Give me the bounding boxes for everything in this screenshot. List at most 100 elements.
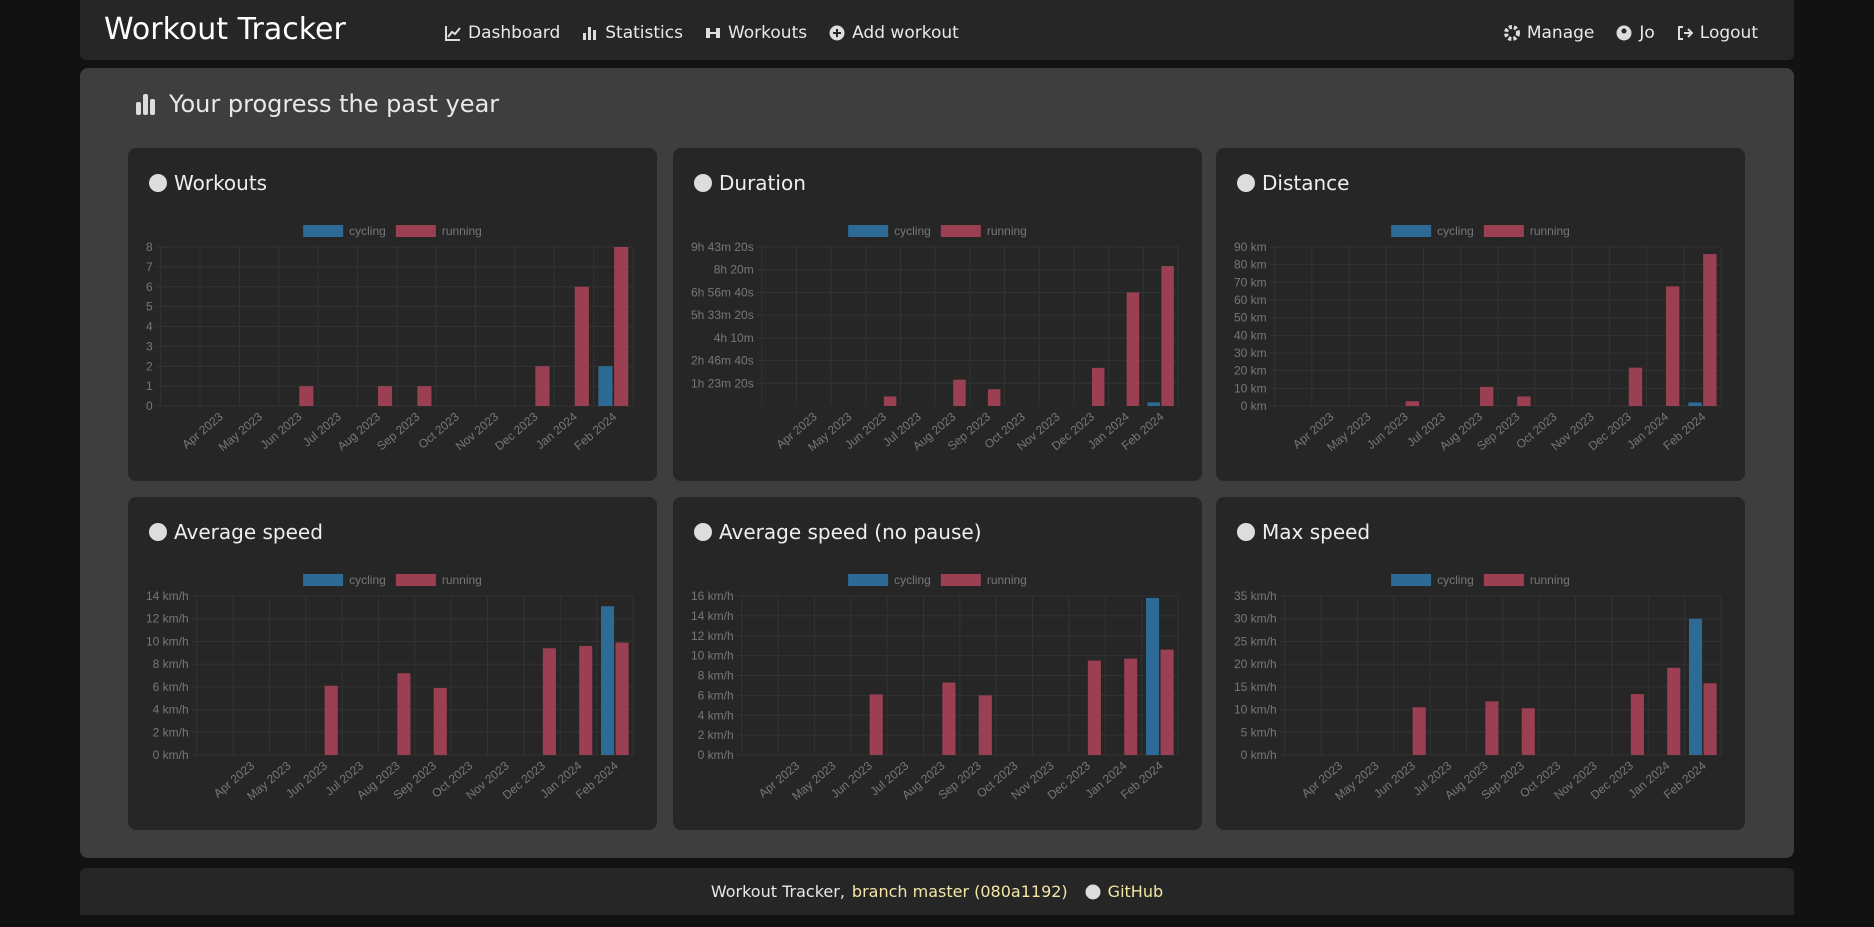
bar (598, 366, 613, 406)
heading-text: Your progress the past year (169, 90, 500, 118)
chart-title: Duration (719, 171, 806, 195)
legend-swatch (940, 225, 981, 237)
brand[interactable]: Workout Tracker (104, 12, 346, 47)
bar (883, 396, 897, 406)
bar (942, 682, 956, 755)
y-tick-label: 0 km/h (1241, 748, 1277, 762)
y-tick-label: 4 km/h (153, 703, 189, 717)
bar (1161, 266, 1174, 406)
legend: cycling running (303, 224, 482, 238)
y-tick-label: 5 (146, 300, 153, 314)
y-tick-label: 7 (146, 260, 153, 274)
legend-label: cycling (349, 573, 386, 587)
nav-link[interactable]: Add workout (829, 23, 959, 43)
chart-title: Max speed (1262, 520, 1370, 544)
y-tick-label: 30 km (1234, 346, 1267, 360)
bar (614, 247, 629, 406)
bar (978, 695, 992, 755)
y-tick-label: 2 km/h (153, 725, 189, 739)
legend-swatch (303, 225, 344, 237)
icon (136, 94, 155, 115)
chart: Average speed (no pause) cycling running 0 … (691, 520, 1179, 803)
y-tick-label: 4 km/h (698, 708, 734, 722)
title-icon (149, 523, 167, 541)
y-tick-label: 2h 46m 40s (691, 354, 754, 368)
title-icon (149, 174, 167, 192)
legend: cycling running (1391, 573, 1570, 587)
y-tick-label: 0 km/h (153, 748, 189, 762)
bar (1689, 618, 1703, 755)
y-tick-label: 12 km/h (691, 629, 734, 643)
nav-link-text: Workouts (727, 23, 808, 43)
bar (433, 687, 447, 755)
chart-card: Duration cycling running 1h 23m 20s 2h 46m 4… (673, 148, 1202, 481)
x-tick-label: Jun 2023 (283, 758, 330, 801)
nav-link[interactable]: Statistics (582, 23, 683, 43)
chart-card: Average speed (no pause) cycling running 0 … (673, 497, 1202, 830)
nav-link[interactable]: Dashboard (445, 23, 560, 43)
y-tick-label: 35 km/h (1234, 589, 1277, 603)
nav-link[interactable]: Workouts (705, 23, 807, 43)
y-tick-label: 8 km/h (153, 657, 189, 671)
legend-swatch (395, 225, 436, 237)
y-tick-label: 6h 56m 40s (691, 285, 754, 299)
icon (829, 25, 845, 41)
heading: Your progress the past year (135, 90, 499, 118)
chart: Max speed cycling running 0 km/h 5 km/h 10 km… (1234, 520, 1722, 803)
y-tick-label: 8h 20m (714, 263, 754, 277)
bar (1087, 660, 1101, 755)
x-tick-label: Sep 2023 (374, 409, 423, 453)
x-tick-label: Feb 2024 (1660, 409, 1708, 453)
chart-title: Distance (1262, 171, 1349, 195)
legend: cycling running (1391, 224, 1570, 238)
chart-title: Average speed (no pause) (719, 520, 982, 544)
nav-link[interactable]: Logout (1677, 23, 1758, 43)
nav-link-text: Statistics (605, 23, 683, 43)
y-tick-label: 4 (146, 320, 153, 334)
x-tick-label: Jun 2023 (828, 758, 875, 801)
x-tick-label: May 2023 (216, 409, 266, 454)
bar (299, 386, 314, 406)
icon (445, 26, 461, 41)
bar (324, 685, 338, 755)
footer-text: Workout Tracker, (710, 882, 845, 901)
github-link[interactable]: GitHub (1107, 882, 1164, 901)
nav-link[interactable]: Manage (1503, 23, 1595, 43)
y-tick-label: 20 km/h (1234, 657, 1277, 671)
branch-link[interactable]: branch master (080a1192) (851, 882, 1068, 901)
y-tick-label: 30 km/h (1234, 612, 1277, 626)
x-tick-label: Dec 2023 (492, 409, 541, 453)
y-tick-label: 0 km (1241, 399, 1267, 413)
chart-card: Workouts cycling running 0 1 2 3 4 5 6 7 8 Apr 2023 M… (128, 148, 657, 481)
nav-link-text: Manage (1526, 23, 1595, 43)
legend-label: cycling (349, 224, 386, 238)
y-tick-label: 4h 10m (714, 331, 754, 345)
y-tick-label: 3 (146, 339, 153, 353)
y-tick-label: 10 km/h (1234, 703, 1277, 717)
y-tick-label: 60 km (1234, 293, 1267, 307)
nav-link[interactable]: Jo (1616, 23, 1655, 43)
y-tick-label: 50 km (1234, 311, 1267, 325)
icon (1616, 25, 1632, 41)
y-tick-label: 14 km/h (146, 589, 189, 603)
y-tick-label: 6 (146, 280, 153, 294)
x-tick-label: Jun 2023 (1364, 409, 1411, 452)
title-icon (694, 174, 712, 192)
y-tick-label: 8 (146, 240, 153, 254)
bar (1703, 683, 1717, 755)
bar (953, 379, 966, 406)
y-tick-label: 25 km/h (1234, 634, 1277, 648)
bar (1147, 402, 1160, 406)
y-tick-label: 14 km/h (691, 609, 734, 623)
bar (1160, 649, 1174, 755)
y-tick-label: 0 km/h (698, 748, 734, 762)
chart-card: Distance cycling running 0 km 10 km 20 km 30 k… (1216, 148, 1745, 481)
x-tick-label: Jun 2023 (258, 409, 305, 452)
legend-label: running (987, 224, 1027, 238)
y-tick-label: 5h 33m 20s (691, 308, 754, 322)
legend-label: running (442, 573, 482, 587)
chart-card: Max speed cycling running 0 km/h 5 km/h 10 km… (1216, 497, 1745, 830)
nav-link-text: Jo (1639, 23, 1655, 43)
chart-card: Average speed cycling running 0 km/h 2 km/h 4… (128, 497, 657, 830)
legend-label: cycling (1437, 573, 1474, 587)
